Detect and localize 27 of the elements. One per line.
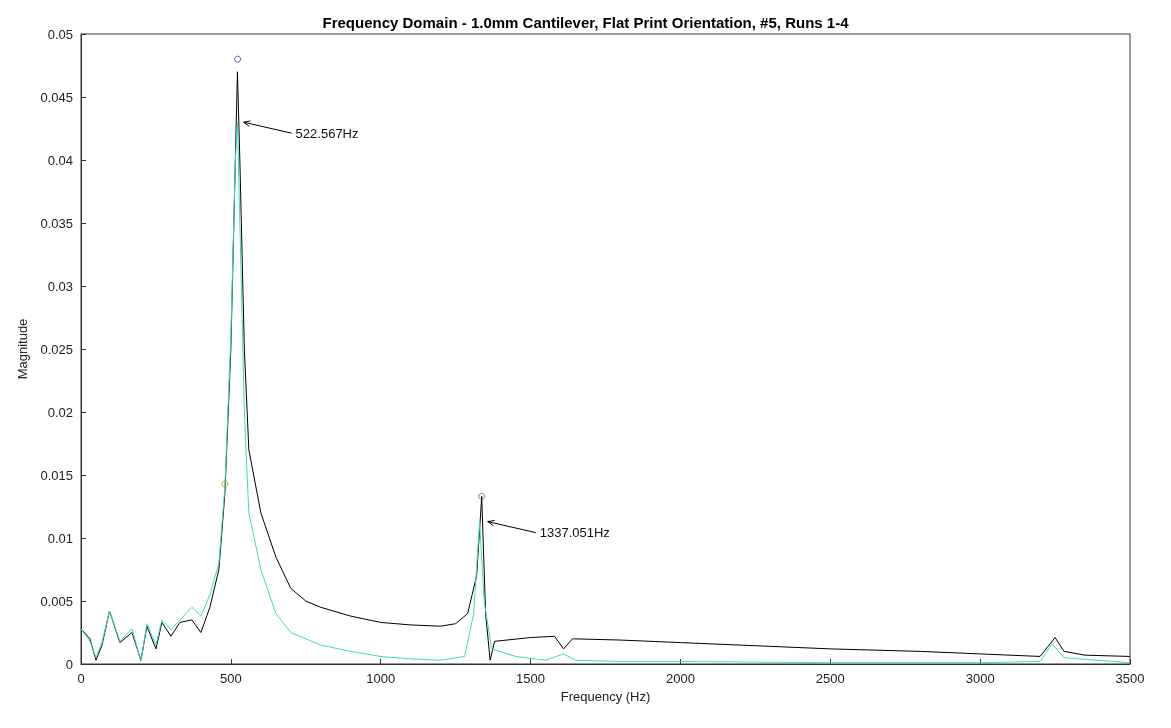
y-tick-label: 0.04: [47, 152, 73, 168]
x-tick-label: 0: [77, 671, 85, 686]
annotation: 1337.051Hz: [539, 525, 610, 541]
y-tick-label: 0.045: [40, 89, 73, 105]
x-tick-label: 3500: [1115, 671, 1145, 686]
point: [234, 55, 242, 63]
point: [221, 480, 229, 488]
chart-title: Frequency Domain - 1.0mm Cantilever, Flat Print Orientation, #5, Runs 1-4: [322, 14, 850, 31]
y-tick-label: 0.02: [47, 404, 73, 420]
y-tick-label: 0.05: [47, 26, 73, 42]
y-tick-label: 0.025: [40, 341, 73, 357]
x-tick-label: 2500: [815, 671, 845, 686]
x-axis-title: Frequency (Hz): [560, 689, 651, 704]
point: [478, 492, 486, 500]
x-tick-label: 500: [220, 671, 242, 686]
x-tick-label: 3000: [965, 671, 995, 686]
y-tick-label: 0.01: [47, 530, 73, 546]
x-tick-label: 2000: [665, 671, 695, 686]
y-tick-label: 0.015: [40, 467, 73, 483]
y-axis-title: Magnitude: [15, 318, 30, 380]
y-tick-label: 0: [65, 656, 73, 672]
y-tick-label: 0.005: [40, 593, 73, 609]
y-tick-label: 0.03: [47, 278, 73, 294]
y-tick-label: 0.035: [40, 215, 73, 231]
x-tick-label: 1000: [366, 671, 396, 686]
annotation: 522.567Hz: [295, 125, 359, 141]
x-tick-label: 1500: [516, 671, 546, 686]
